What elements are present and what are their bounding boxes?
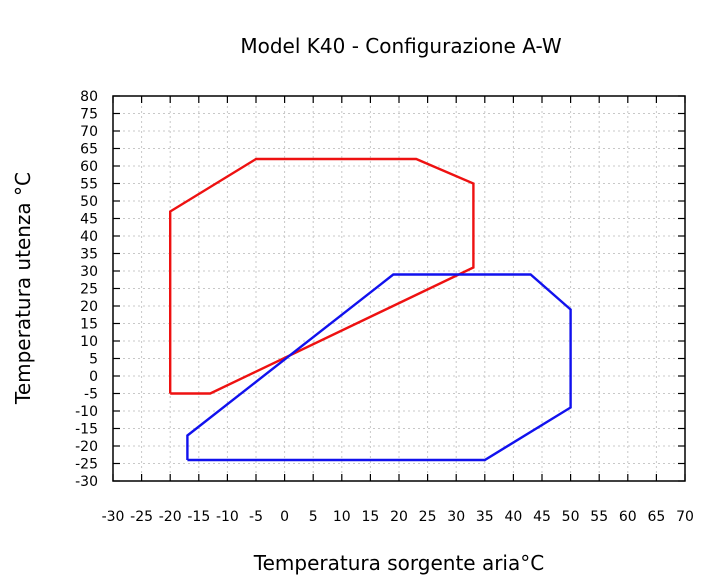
x-tick-label: -10	[216, 509, 239, 525]
y-tick-label: 0	[89, 369, 98, 385]
x-tick-label: -25	[130, 509, 153, 525]
series-layer	[168, 157, 572, 462]
x-tick-label: 10	[333, 509, 351, 525]
y-tick-label: 10	[80, 334, 98, 350]
x-tick-label: -15	[187, 509, 210, 525]
y-tick-label: 55	[80, 177, 98, 193]
y-tick-label: 45	[80, 212, 98, 228]
x-tick-label: 40	[504, 509, 522, 525]
x-tick-label: -5	[249, 509, 263, 525]
x-tick-label: 15	[361, 509, 379, 525]
x-tick-label: 70	[676, 509, 694, 525]
y-tick-label: 20	[80, 299, 98, 315]
y-tick-label: 25	[80, 282, 98, 298]
y-tick-label: 75	[80, 107, 98, 123]
x-tick-label: 5	[309, 509, 318, 525]
x-tick-label: -30	[102, 509, 125, 525]
plot-frame	[112, 95, 686, 482]
x-tick-label: 0	[280, 509, 289, 525]
y-tick-label: 15	[80, 317, 98, 333]
x-axis-label: Temperatura sorgente aria°C	[253, 551, 544, 575]
chart-title: Model K40 - Configurazione A-W	[240, 34, 562, 58]
x-tick-labels: -30 -25 -20 -15 -10 -5 0 5 10 15 20 25 30 35 40 45 50 55 6…	[102, 509, 694, 525]
y-tick-label: 50	[80, 194, 98, 210]
y-tick-label: 65	[80, 142, 98, 158]
y-tick-label: -30	[75, 474, 98, 490]
x-tick-label: 60	[619, 509, 637, 525]
y-tick-label: 5	[89, 352, 98, 368]
y-tick-label: 60	[80, 159, 98, 175]
x-tick-label: 50	[562, 509, 580, 525]
grid	[113, 96, 685, 481]
x-tick-label: -20	[159, 509, 182, 525]
x-tick-label: 55	[590, 509, 608, 525]
y-tick-label: 35	[80, 247, 98, 263]
y-axis-label: Temperatura utenza °C	[11, 172, 35, 405]
x-tick-label: 30	[447, 509, 465, 525]
y-tick-label: 70	[80, 124, 98, 140]
y-tick-label: -5	[84, 387, 98, 403]
y-tick-label: -10	[75, 404, 98, 420]
y-tick-label: -15	[75, 422, 98, 438]
y-tick-label: -20	[75, 439, 98, 455]
x-tick-label: 25	[419, 509, 437, 525]
series-line-2	[186, 273, 572, 462]
y-tick-label: 40	[80, 229, 98, 245]
x-tick-label: 45	[533, 509, 551, 525]
x-tick-label: 35	[476, 509, 494, 525]
x-tick-label: 65	[647, 509, 665, 525]
y-tick-label: 30	[80, 264, 98, 280]
y-tick-label: -25	[75, 457, 98, 473]
x-tick-label: 20	[390, 509, 408, 525]
series-line-1	[168, 157, 475, 395]
y-tick-label: 80	[80, 89, 98, 105]
